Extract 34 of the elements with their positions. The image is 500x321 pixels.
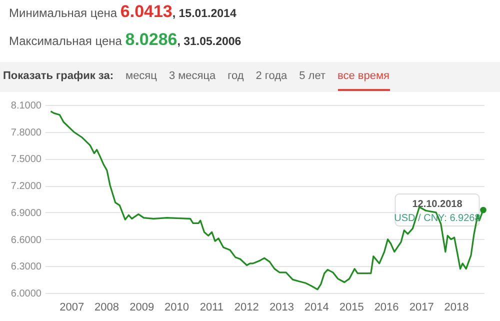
text: Показать график за: xyxy=(3,70,114,82)
y-tick-label: 7.2000 xyxy=(10,181,42,192)
x-tick-label: 2016 xyxy=(374,302,399,314)
text: Максимальная цена xyxy=(9,34,123,48)
x-tick-label: 2012 xyxy=(234,302,259,314)
text: все время xyxy=(338,70,390,91)
text: 5 лет xyxy=(299,70,326,82)
x-tick-label: 2013 xyxy=(269,302,294,314)
x-tick-label: 2008 xyxy=(94,302,120,314)
x-tick-label: 2011 xyxy=(200,302,224,314)
x-tick-label: 2014 xyxy=(304,302,329,314)
y-tick-label: 6.9000 xyxy=(10,208,42,219)
annotation: 12.10.2018 xyxy=(412,199,463,210)
text: 2 года xyxy=(256,70,288,82)
y-tick-label: 8.1000 xyxy=(10,100,42,112)
y-tick-label: 6.6000 xyxy=(10,234,42,246)
y-tick-label: 6.0000 xyxy=(10,288,42,300)
text: месяц xyxy=(126,70,157,82)
text: , 31.05.2006 xyxy=(177,36,242,48)
text: 8.0286 xyxy=(125,30,178,49)
text: год xyxy=(228,70,244,82)
x-tick-label: 2017 xyxy=(409,302,434,314)
x-tick-label: 2018 xyxy=(444,302,469,314)
y-tick-label: 7.8000 xyxy=(10,127,42,138)
y-tick-label: 6.3000 xyxy=(10,262,42,273)
x-tick-label: 2009 xyxy=(130,302,154,314)
text: Минимальная цена xyxy=(9,6,118,20)
y-tick-label: 7.5000 xyxy=(10,154,42,166)
text: 3 месяца xyxy=(168,70,216,82)
text: , 15.01.2014 xyxy=(172,8,236,20)
x-tick-label: 2015 xyxy=(339,302,364,314)
x-tick-label: 2007 xyxy=(60,302,84,314)
text: 6.0413 xyxy=(120,2,172,21)
x-tick-label: 2010 xyxy=(164,302,190,314)
